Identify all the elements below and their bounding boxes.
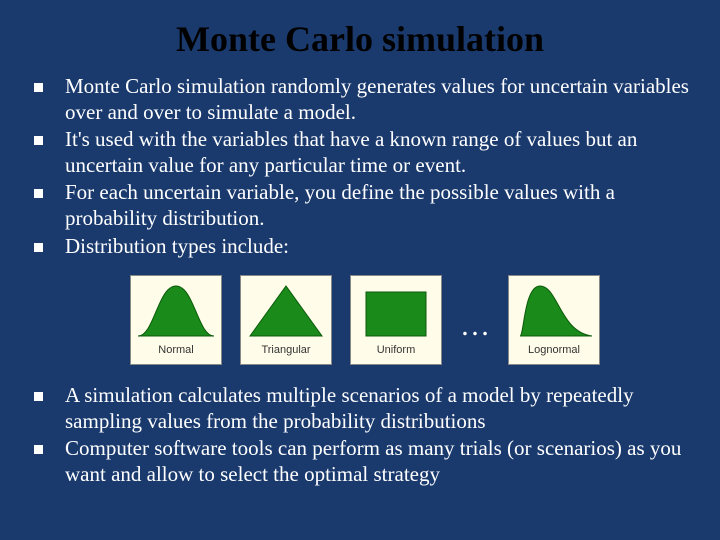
triangular-shape — [246, 282, 326, 338]
lognormal-shape — [514, 282, 594, 338]
bullet-icon — [34, 243, 43, 252]
bullet-icon — [34, 445, 43, 454]
bullet-item: Distribution types include: — [30, 234, 690, 260]
distribution-label: Triangular — [261, 344, 310, 356]
distribution-card-triangular: Triangular — [240, 275, 332, 365]
bullet-icon — [34, 83, 43, 92]
bullet-item: Monte Carlo simulation randomly generate… — [30, 74, 690, 125]
distribution-label: Normal — [158, 344, 193, 356]
normal-shape — [136, 282, 216, 338]
distribution-row: Normal Triangular Uniform … Lognormal — [130, 275, 690, 365]
bullets-top: Monte Carlo simulation randomly generate… — [30, 74, 690, 259]
distribution-card-lognormal: Lognormal — [508, 275, 600, 365]
bullet-icon — [34, 189, 43, 198]
bullet-item: For each uncertain variable, you define … — [30, 180, 690, 231]
bullet-text: A simulation calculates multiple scenari… — [65, 383, 690, 434]
bullet-text: It's used with the variables that have a… — [65, 127, 690, 178]
bullet-text: Computer software tools can perform as m… — [65, 436, 690, 487]
bullet-icon — [34, 136, 43, 145]
bullet-item: A simulation calculates multiple scenari… — [30, 383, 690, 434]
distribution-label: Lognormal — [528, 344, 580, 356]
bullet-item: Computer software tools can perform as m… — [30, 436, 690, 487]
bullet-icon — [34, 392, 43, 401]
bullets-bottom: A simulation calculates multiple scenari… — [30, 383, 690, 487]
bullet-item: It's used with the variables that have a… — [30, 127, 690, 178]
bullet-text: Monte Carlo simulation randomly generate… — [65, 74, 690, 125]
uniform-shape — [356, 282, 436, 338]
slide-title: Monte Carlo simulation — [30, 18, 690, 60]
bullet-text: Distribution types include: — [65, 234, 690, 260]
distribution-card-uniform: Uniform — [350, 275, 442, 365]
distribution-card-normal: Normal — [130, 275, 222, 365]
distribution-label: Uniform — [377, 344, 416, 356]
ellipsis: … — [460, 309, 490, 365]
bullet-text: For each uncertain variable, you define … — [65, 180, 690, 231]
